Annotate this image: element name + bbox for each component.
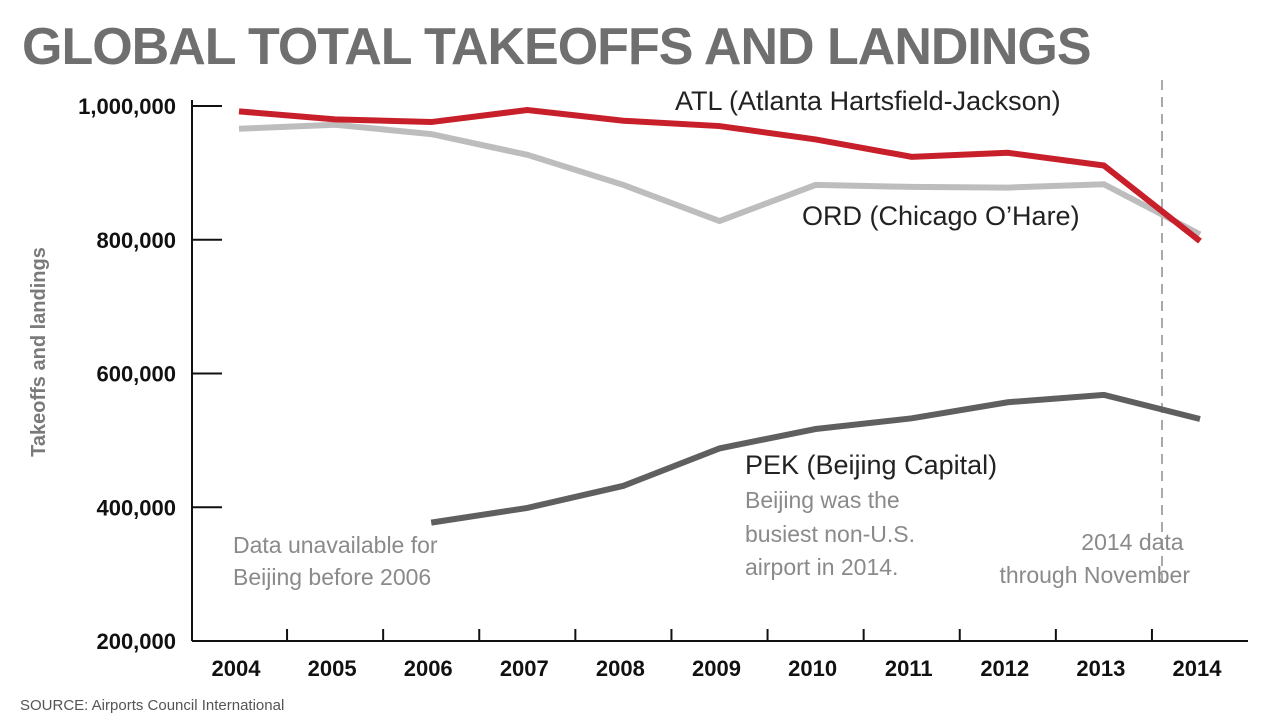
x-tick-label: 2004: [212, 656, 262, 681]
x-tick-label: 2009: [692, 656, 741, 681]
x-tick-label: 2005: [308, 656, 357, 681]
y-tick-label: 1,000,000: [78, 94, 176, 119]
x-tick-label: 2010: [788, 656, 837, 681]
y-axis: 200,000 400,000 600,000 800,000 1,000,000: [78, 94, 222, 654]
x-tick-label: 2007: [500, 656, 549, 681]
series-line-atl: [238, 106, 1202, 244]
series-layer: [238, 106, 1202, 526]
note-pek-busiest-line-1: Beijing was the: [745, 487, 900, 513]
series-label-pek: PEK (Beijing Capital): [745, 450, 997, 480]
x-tick-label: 2013: [1076, 656, 1125, 681]
x-tick-label: 2012: [980, 656, 1029, 681]
note-pek-busiest-line-2: busiest non-U.S.: [745, 521, 915, 547]
note-pek-missing-line-2: Beijing before 2006: [233, 564, 431, 590]
y-tick-label: 200,000: [96, 629, 176, 654]
note-partial-year: 2014 data through November: [1000, 529, 1191, 588]
source-note: SOURCE: Airports Council International: [20, 697, 284, 714]
series-line-pek: [430, 391, 1201, 526]
x-tick-label: 2006: [404, 656, 453, 681]
note-pek-busiest: Beijing was the busiest non-U.S. airport…: [745, 487, 921, 580]
y-tick-label: 600,000: [96, 362, 176, 387]
series-label-ord: ORD (Chicago O’Hare): [802, 201, 1080, 231]
series-line-ord: [238, 121, 1202, 238]
y-tick-label: 800,000: [96, 228, 176, 253]
x-tick-label: 2011: [885, 656, 933, 681]
series-label-atl: ATL (Atlanta Hartsfield-Jackson): [675, 86, 1061, 116]
note-partial-year-line-2: through November: [1000, 562, 1191, 588]
x-tick-label: 2008: [596, 656, 645, 681]
y-tick-label: 400,000: [96, 495, 176, 520]
x-tick-label: 2014: [1173, 656, 1223, 681]
note-pek-busiest-line-3: airport in 2014.: [745, 554, 898, 580]
y-axis-title: Takeoffs and landings: [28, 247, 50, 457]
note-pek-missing: Data unavailable for Beijing before 2006: [233, 532, 444, 590]
note-partial-year-line-1: 2014 data: [1081, 529, 1184, 555]
chart-title: GLOBAL TOTAL TAKEOFFS AND LANDINGS: [22, 18, 1091, 76]
x-axis: 2004 2005 2006 2007 2008 2009 2010 2011 2012 2013…: [192, 629, 1248, 681]
note-pek-missing-line-1: Data unavailable for: [233, 532, 438, 558]
